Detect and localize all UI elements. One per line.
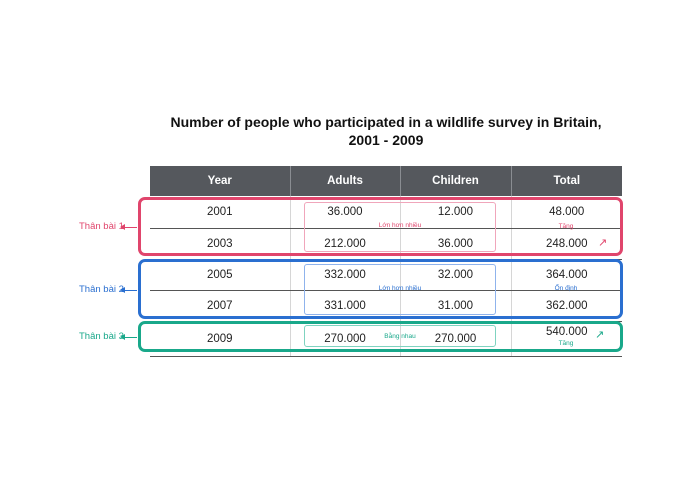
cell-year: 2001 [150, 196, 291, 229]
group-3-arrow-head [120, 334, 125, 340]
header-children: Children [400, 166, 512, 196]
group-2-arrow [122, 290, 137, 291]
header-adults: Adults [290, 166, 401, 196]
group-2-label: Thân bài 2 [79, 284, 124, 295]
cell-total: 48.000 [511, 196, 622, 229]
group-3-frame [138, 321, 623, 352]
arrow-up-right-icon: ↗ [598, 237, 608, 249]
group-1-label: Thân bài 1 [79, 221, 124, 232]
title-line-1: Number of people who participated in a w… [170, 114, 602, 130]
table-header-row: Year Adults Children Total [150, 166, 622, 196]
group-3-label: Thân bài 3 [79, 331, 124, 342]
group-2-compare-note: Lớn hơn nhiều [378, 285, 422, 292]
title-line-2: 2001 - 2009 [348, 132, 424, 148]
cell-children: 12.000 [400, 196, 512, 229]
group-1-frame [138, 197, 623, 256]
group-1-arrow-head [120, 224, 125, 230]
cell-adults: 36.000 [290, 196, 401, 229]
chart-title: Number of people who participated in a w… [150, 113, 622, 149]
group-3-arrow [122, 337, 137, 338]
cell-total: 364.000 [511, 259, 622, 291]
group-1-compare-box [304, 202, 496, 252]
group-2-frame [138, 259, 623, 319]
group-1-total-note: Tăng [558, 223, 574, 230]
group-1-compare-note: Lớn hơn nhiều [378, 222, 422, 229]
group-3-compare-note: Bằng nhau [384, 333, 416, 340]
table-row: 2001 36.000 12.000 48.000 [150, 196, 622, 229]
group-1-arrow [122, 227, 137, 228]
header-year: Year [150, 166, 291, 196]
cell-year: 2005 [150, 259, 291, 291]
group-2-compare-box [304, 264, 496, 315]
arrow-up-right-icon: ↗ [595, 329, 605, 341]
group-3-total-note: Tăng [558, 340, 574, 347]
header-total: Total [511, 166, 622, 196]
group-3-compare-box [304, 325, 496, 347]
group-2-total-note: Ổn định [554, 285, 578, 292]
group-2-arrow-head [120, 287, 125, 293]
